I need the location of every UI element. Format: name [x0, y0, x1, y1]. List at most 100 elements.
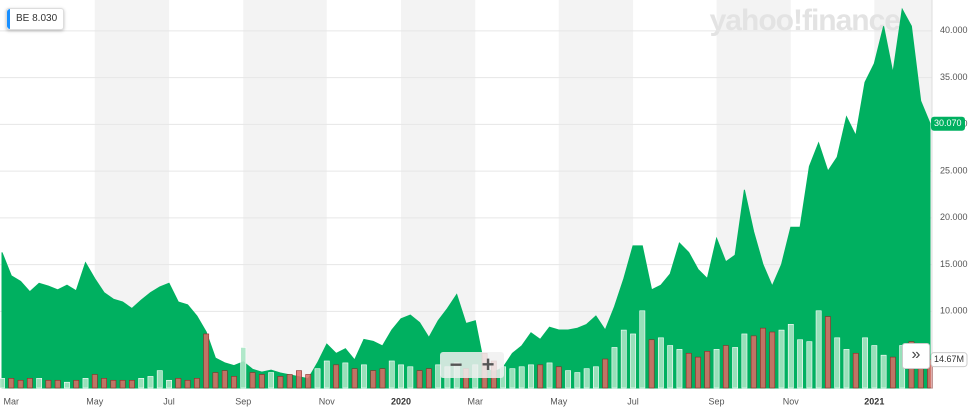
- volume-bar: [0, 378, 5, 389]
- volume-bar: [166, 379, 172, 389]
- volume-bar: [82, 378, 89, 389]
- volume-bar: [871, 345, 878, 389]
- volume-bar: [555, 366, 562, 389]
- volume-bar: [323, 360, 330, 389]
- volume-bar: [639, 310, 646, 389]
- volume-bar: [138, 378, 145, 389]
- volume-bar: [101, 378, 107, 389]
- x-tick-label: 2021: [864, 396, 884, 406]
- volume-bar: [361, 364, 367, 389]
- volume-bar: [825, 316, 831, 389]
- volume-bar: [750, 335, 757, 389]
- volume-bar: [26, 378, 33, 389]
- volume-bar: [388, 360, 395, 389]
- volume-bar: [36, 378, 43, 389]
- volume-bar: [815, 310, 822, 389]
- last-price-tag: [931, 116, 965, 131]
- volume-bar: [147, 376, 154, 389]
- watermark: yahoo!finance: [710, 4, 901, 37]
- volume-bar: [193, 378, 200, 389]
- volume-bar: [231, 376, 237, 389]
- last-price-label: 30.070: [934, 118, 962, 128]
- volume-bar: [834, 337, 841, 389]
- volume-bar: [741, 333, 748, 389]
- volume-bar: [258, 374, 265, 389]
- volume-bar: [518, 366, 525, 389]
- volume-bar: [602, 358, 609, 389]
- volume-bar: [314, 368, 321, 389]
- volume-bar: [778, 329, 785, 389]
- volume-bar: [787, 323, 794, 389]
- volume-bar: [203, 333, 210, 389]
- volume-bar: [611, 347, 618, 389]
- volume-bar: [268, 372, 275, 389]
- volume-bar: [565, 370, 571, 389]
- volume-bar: [843, 349, 850, 389]
- expand-button[interactable]: »: [902, 343, 930, 369]
- x-tick-label: Mar: [468, 396, 484, 406]
- ticker-value: 8.030: [32, 13, 58, 24]
- y-tick-label: 20.000: [940, 212, 968, 222]
- volume-bar: [722, 345, 729, 389]
- volume-bar: [880, 354, 887, 389]
- volume-bar: [212, 372, 219, 389]
- x-tick-label: Jul: [627, 396, 639, 406]
- ticker-legend[interactable]: BE 8.030: [6, 8, 65, 30]
- zoom-in[interactable]: +: [481, 352, 495, 377]
- volume-bar: [175, 378, 182, 389]
- volume-bar: [593, 366, 599, 389]
- volume-bar: [537, 364, 544, 389]
- volume-bar: [333, 364, 339, 389]
- volume-bar: [769, 331, 776, 389]
- volume-bar: [583, 368, 590, 389]
- volume-bar: [296, 370, 302, 389]
- volume-bar: [889, 356, 896, 389]
- volume-bar: [342, 362, 349, 389]
- x-tick-label: Jul: [163, 396, 175, 406]
- volume-bar: [379, 368, 386, 389]
- price-area: [1, 7, 931, 389]
- volume-bar: [509, 368, 516, 389]
- volume-bar: [546, 362, 553, 389]
- volume-bar: [667, 345, 674, 389]
- volume-bar: [184, 379, 191, 389]
- x-tick-label: Sep: [235, 396, 251, 406]
- y-tick-label: 35.000: [940, 72, 968, 82]
- volume-bar: [862, 337, 868, 389]
- y-tick-label: 10.000: [940, 306, 968, 316]
- volume-bar: [129, 379, 135, 389]
- y-tick-label: 25.000: [940, 165, 968, 175]
- volume-bar: [657, 337, 664, 389]
- volume-bar: [240, 347, 247, 389]
- volume-bar: [249, 372, 256, 389]
- volume-bar: [110, 379, 117, 389]
- last-volume-tag: [930, 352, 968, 368]
- volume-bar: [305, 374, 312, 389]
- volume-bar: [73, 379, 80, 389]
- volume-bar: [8, 378, 15, 389]
- last-volume-label: 14.67M: [934, 354, 964, 364]
- volume-bar: [574, 372, 581, 389]
- x-tick-label: Mar: [4, 396, 20, 406]
- y-tick-label: 15.000: [940, 259, 968, 269]
- volume-bar: [676, 349, 683, 389]
- volume-bar: [695, 356, 701, 389]
- zoom-out[interactable]: −: [449, 352, 463, 377]
- volume-bar: [351, 368, 358, 389]
- volume-bar: [156, 370, 163, 389]
- x-tick-label: Nov: [783, 396, 800, 406]
- volume-bar: [398, 364, 404, 389]
- volume-bar: [277, 376, 284, 389]
- volume-bar: [17, 379, 24, 389]
- volume-bar: [286, 374, 293, 389]
- x-tick-label: May: [550, 396, 568, 406]
- x-tick-label: Nov: [319, 396, 336, 406]
- volume-bar: [221, 370, 228, 389]
- volume-bar: [732, 347, 739, 389]
- volume-bar: [852, 352, 859, 389]
- volume-bar: [64, 381, 70, 389]
- ticker: BE: [16, 13, 30, 24]
- volume-bar: [685, 352, 692, 389]
